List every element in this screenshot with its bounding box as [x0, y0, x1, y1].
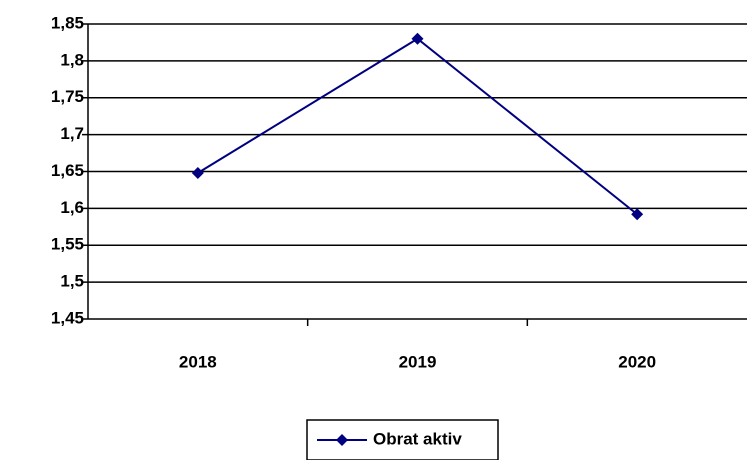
x-tick-label: 2018 — [179, 352, 217, 371]
marker — [411, 32, 424, 45]
y-tick-label: 1,65 — [51, 161, 84, 180]
x-tick-label: 2020 — [618, 352, 656, 371]
y-tick-label: 1,5 — [60, 272, 84, 291]
legend-marker — [336, 434, 348, 446]
y-tick-label: 1,45 — [51, 308, 84, 327]
marker — [191, 166, 204, 179]
legend-label: Obrat aktiv — [373, 429, 462, 448]
y-tick-label: 1,6 — [60, 198, 84, 217]
y-tick-label: 1,8 — [60, 50, 84, 69]
series-line — [197, 37, 638, 216]
y-tick-label: 1,75 — [51, 87, 84, 106]
marker — [631, 208, 644, 221]
x-tick-label: 2019 — [399, 352, 437, 371]
y-tick-label: 1,55 — [51, 235, 84, 254]
y-tick-label: 1,7 — [60, 124, 84, 143]
y-tick-label: 1,85 — [51, 13, 84, 32]
